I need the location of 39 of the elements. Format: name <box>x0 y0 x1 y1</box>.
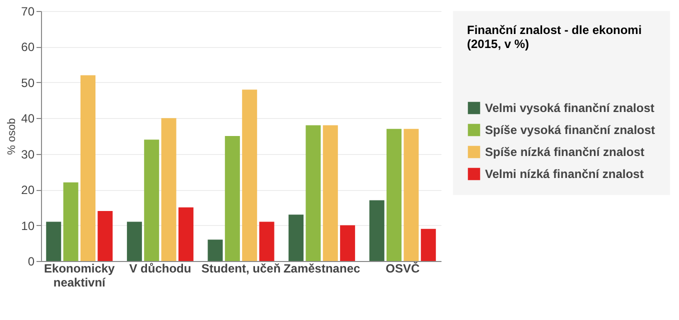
bar <box>386 128 402 261</box>
x-tick-label: Ekonomicky neaktivní <box>44 262 116 290</box>
bar <box>369 200 384 261</box>
y-tick-label: 20 <box>21 183 35 198</box>
y-tick-label: 0 <box>28 254 35 268</box>
bar <box>340 225 356 261</box>
x-tick-label: V důchodu <box>129 262 192 276</box>
legend-label: Spíše nízká finanční znalost <box>485 145 644 159</box>
y-tick-label: 60 <box>21 40 35 54</box>
x-tick-label: Zaměstnanec <box>283 262 360 276</box>
bar <box>404 128 419 261</box>
bar <box>80 75 96 261</box>
bar <box>420 228 436 261</box>
bar <box>161 118 176 261</box>
bar <box>144 140 160 261</box>
y-tick-label: 40 <box>21 112 35 126</box>
bar <box>63 182 78 261</box>
legend-label: Velmi nízká finanční znalost <box>485 167 644 181</box>
bar <box>178 207 194 261</box>
x-tick-label: Student, učeň <box>201 262 281 276</box>
bar <box>224 136 240 261</box>
legend-label: Spíše vysoká finanční znalost <box>485 123 656 137</box>
bar <box>46 222 62 261</box>
bar <box>259 222 274 261</box>
legend-label: Velmi vysoká finanční znalost <box>485 101 654 115</box>
bar <box>208 240 223 261</box>
y-tick-label: 50 <box>21 76 35 90</box>
y-tick-label: 30 <box>21 147 35 162</box>
y-tick-label: 70 <box>21 4 35 18</box>
legend-title: Finanční znalost - dle ekonomi (2015, v %) <box>467 23 642 51</box>
x-tick-label: OSVČ <box>386 262 420 276</box>
bar <box>288 214 304 261</box>
bar <box>322 125 338 261</box>
y-axis-title: % osob <box>6 118 18 155</box>
bar <box>126 222 142 261</box>
y-tick-label: 10 <box>21 218 35 233</box>
bar <box>242 90 258 261</box>
bar <box>98 211 113 261</box>
bar <box>306 125 321 261</box>
